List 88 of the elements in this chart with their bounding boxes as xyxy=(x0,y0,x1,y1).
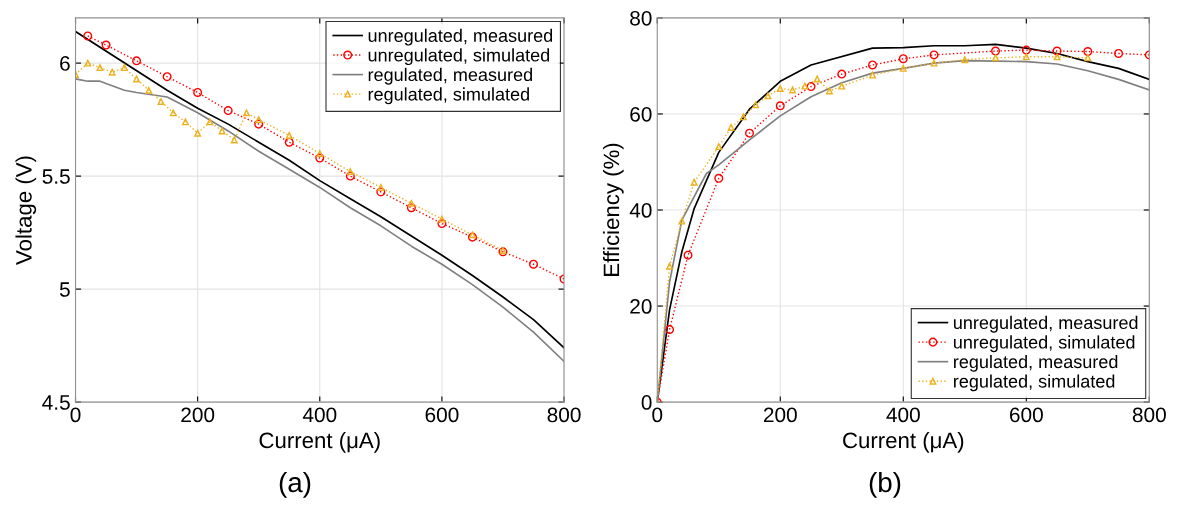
point xyxy=(727,123,735,131)
point xyxy=(1083,47,1093,57)
y-axis-title: Voltage (V) xyxy=(15,156,37,265)
x-tick-label: 200 xyxy=(763,407,797,423)
point xyxy=(157,98,165,106)
point xyxy=(223,106,233,116)
y-tick-label: 0 xyxy=(641,395,652,410)
x-tick-label: 200 xyxy=(181,407,215,423)
point xyxy=(284,137,294,147)
point xyxy=(837,69,847,79)
point xyxy=(1052,46,1062,56)
point xyxy=(528,259,539,269)
point xyxy=(929,50,939,60)
x-axis-title: Current (μA) xyxy=(259,431,380,453)
point xyxy=(775,101,785,111)
point xyxy=(665,325,675,335)
legend-label: regulated, simulated xyxy=(954,374,1115,392)
point xyxy=(806,82,816,92)
point xyxy=(96,64,104,72)
point xyxy=(162,72,172,82)
legend-label: regulated, simulated xyxy=(368,87,529,105)
point xyxy=(838,82,846,90)
point xyxy=(789,86,797,94)
y-axis-title: Efficiency (%) xyxy=(602,143,624,276)
y-tick-label: 40 xyxy=(629,203,652,218)
point xyxy=(407,199,415,207)
point xyxy=(899,64,907,72)
point xyxy=(243,109,250,117)
legend-label: unregulated, measured xyxy=(368,28,553,46)
point xyxy=(376,187,386,197)
point xyxy=(108,68,116,76)
point xyxy=(992,54,1000,62)
point xyxy=(678,217,686,225)
point xyxy=(666,262,674,270)
x-tick-label: 400 xyxy=(886,407,920,423)
point xyxy=(690,178,698,186)
point xyxy=(745,128,755,138)
x-tick-label: 0 xyxy=(70,407,81,423)
legend-label: regulated, measured xyxy=(368,67,532,85)
point xyxy=(898,54,908,64)
y-tick-label: 80 xyxy=(630,10,652,26)
point xyxy=(133,75,141,83)
x-tick-label: 800 xyxy=(1132,407,1166,423)
y-tick-label: 5 xyxy=(59,282,70,297)
point xyxy=(801,82,809,90)
point xyxy=(683,250,693,260)
line-series xyxy=(75,30,565,349)
x-tick-label: 800 xyxy=(547,407,581,423)
y-tick-label: 60 xyxy=(630,106,652,122)
point xyxy=(406,203,416,213)
x-tick-label: 600 xyxy=(1009,407,1043,423)
point xyxy=(145,86,153,94)
point xyxy=(193,87,203,98)
point xyxy=(1021,45,1031,55)
text: (b) xyxy=(869,471,901,498)
x-tick-label: 600 xyxy=(425,407,459,423)
point xyxy=(132,56,142,66)
y-tick-label: 6 xyxy=(60,56,70,71)
legend-label: unregulated, simulated xyxy=(368,48,550,66)
y-tick-label: 20 xyxy=(630,299,652,314)
point xyxy=(868,60,878,70)
point xyxy=(991,46,1001,56)
x-tick-label: 0 xyxy=(652,407,663,423)
point xyxy=(377,183,385,191)
point xyxy=(438,215,446,223)
text: (a) xyxy=(279,471,311,498)
x-axis-title: Current (μA) xyxy=(843,431,964,453)
point xyxy=(714,173,724,183)
point xyxy=(194,129,202,137)
y-tick-label: 5.5 xyxy=(42,169,70,184)
y-tick-label: 4.5 xyxy=(42,395,70,410)
point xyxy=(315,153,325,163)
point xyxy=(437,219,447,229)
point xyxy=(1053,53,1061,61)
point xyxy=(83,31,93,41)
point xyxy=(345,171,355,181)
legend-label: unregulated, simulated xyxy=(953,335,1135,353)
point xyxy=(869,71,877,79)
point xyxy=(84,59,92,67)
point xyxy=(764,92,772,100)
legend-label: regulated, measured xyxy=(954,354,1118,372)
point xyxy=(930,59,938,67)
point xyxy=(218,127,226,135)
legend-label: unregulated, measured xyxy=(953,315,1138,333)
point xyxy=(1114,48,1124,58)
point xyxy=(101,40,111,50)
point xyxy=(254,119,264,129)
x-tick-label: 400 xyxy=(302,407,337,423)
